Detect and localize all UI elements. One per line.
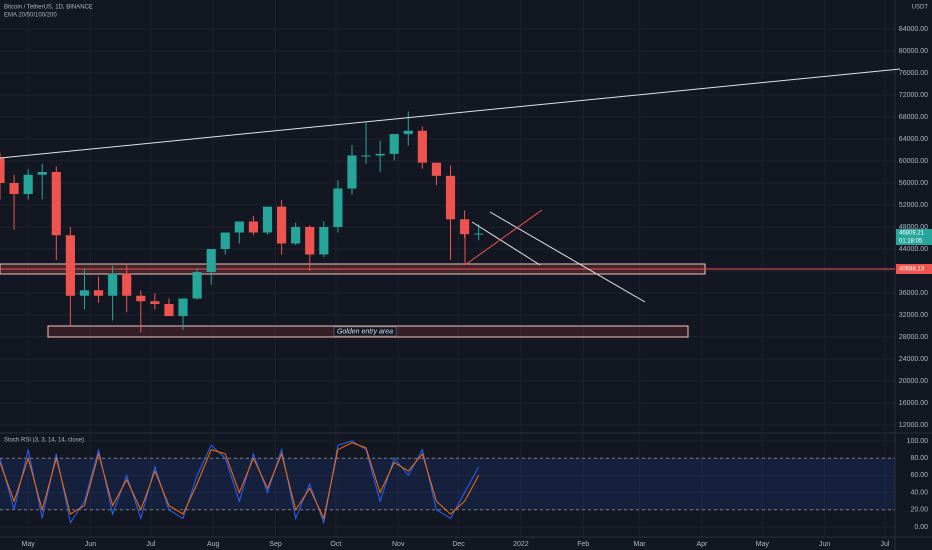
y-tick-label: 0.00 [914,524,928,531]
y-tick-label: 48000.00 [899,224,928,231]
y-tick-label: 68000.00 [899,114,928,121]
y-tick-label: 80.00 [910,455,928,462]
candle-body [474,233,484,235]
candle-body [277,206,287,244]
countdown: 01:18:05 [899,239,923,245]
candle-body [37,172,47,175]
rsi-pane [0,440,895,525]
symbol: Bitcoin / TetherUS, 1D, BINANCE [4,5,93,11]
x-tick-label: Dec [452,541,465,548]
y-tick-label: 20.00 [910,507,928,514]
y-tick-label: 20000.00 [899,378,928,385]
y-tick-label: 32000.00 [899,312,928,319]
y-tick-label: 60000.00 [899,158,928,165]
label-box [333,326,397,337]
candle-body [51,172,61,236]
y-tick-label: 84000.00 [899,26,928,33]
y-tick-label: 72000.00 [899,92,928,99]
x-tick-label: Jun [85,541,96,548]
y-tick-label: 16000.00 [899,400,928,407]
candle-body [23,174,33,194]
x-tick-label: May [756,541,770,548]
y-tick-label: 80000.00 [899,48,928,55]
candle-body [164,304,174,317]
candle-body [361,155,371,157]
candle-body [375,153,385,156]
candle-body [262,206,273,233]
x-tick-label: Jul [146,541,155,548]
y-tick-label: 56000.00 [899,180,928,187]
rsi-band [0,458,895,510]
candle-body [319,227,329,255]
trend-line [471,221,541,266]
level-price: 40688.13 [899,267,925,273]
y-tick-label: 28000.00 [899,334,928,341]
currency: USDT [912,5,929,11]
y-tick-label: 12000.00 [899,422,928,429]
candle-body [333,188,343,227]
x-tick-label: Sep [269,541,282,548]
candle-body [305,227,315,255]
x-tick-label: Aug [207,541,220,548]
candle-body [417,130,427,163]
x-tick-label: Apr [696,541,708,548]
zone-label: Golden entry area [337,328,393,335]
candle-body [150,301,160,304]
last-price: 46809.21 [899,231,925,237]
candle-body [389,134,399,154]
rsi-line [0,442,480,520]
candle-body [79,290,90,296]
x-tick-label: Jun [819,541,830,548]
candle-body [122,273,132,296]
x-tick-label: Oct [330,541,341,548]
level-tag [896,264,932,274]
y-tick-label: 100.00 [907,438,929,445]
candle-body [192,272,202,299]
candle-body [234,221,244,233]
x-tick-label: Jul [880,541,889,548]
price-tag [896,229,932,245]
trend-line [0,68,901,159]
rsi-title: Stoch RSI (3, 3, 14, 14, close) [4,438,84,444]
candle-body [220,232,230,249]
candle-body [93,290,104,296]
axes: 12000.00 16000.00 20000.00 24000.00 28000.00… [22,26,929,548]
candle-body [291,227,301,244]
candle-body [248,221,258,233]
candle-body [178,298,188,317]
candle-body [136,295,146,302]
y-tick-label: 60.00 [910,472,928,479]
x-tick-label: Nov [392,541,405,548]
indicator-label: EMA 20/50/100/200 [4,13,57,19]
trend-line [489,211,646,303]
y-tick-label: 64000.00 [899,136,928,143]
x-tick-label: May [22,541,36,548]
candle-body [206,249,216,273]
candle-body [65,235,75,296]
trend-line [464,209,543,266]
candle-body [431,162,442,176]
candle-body [0,158,5,183]
y-tick-label: 40.00 [910,489,928,496]
y-tick-label: 44000.00 [899,246,928,253]
x-tick-label: Feb [577,541,589,548]
y-tick-label: 24000.00 [899,356,928,363]
y-tick-label: 36000.00 [899,290,928,297]
candle-body [108,273,118,296]
candle-body [403,130,413,135]
y-tick-label: 52000.00 [899,202,928,209]
x-tick-label: Mar [634,541,647,548]
candle-body [9,183,19,194]
candle-body [445,175,456,220]
candle-body [347,155,357,189]
y-tick-label: 76000.00 [899,70,928,77]
candles [0,111,484,333]
x-tick-label: 2022 [513,541,529,548]
